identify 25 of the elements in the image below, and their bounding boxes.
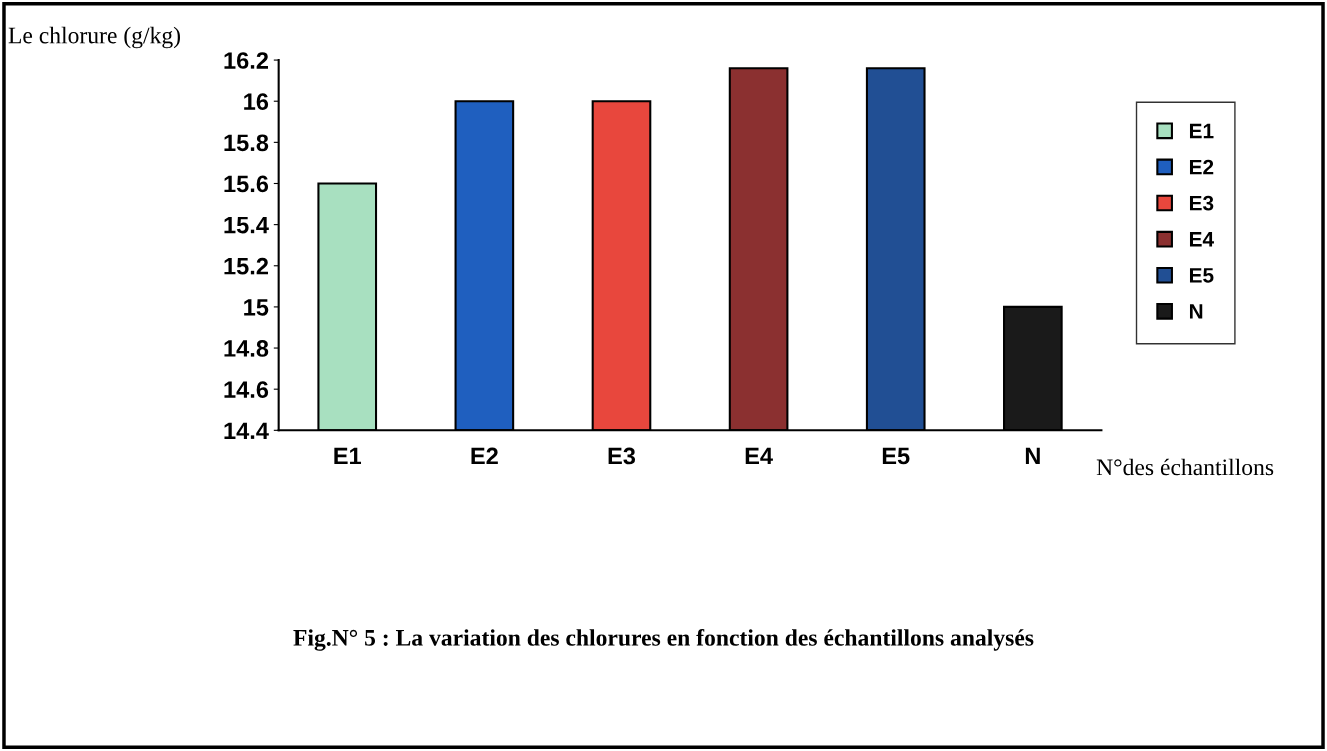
y-tick-label: 15.6	[224, 175, 269, 193]
x-tick-label: E1	[334, 447, 362, 465]
x-tick-label: E4	[745, 447, 773, 465]
y-tick-label: 15.8	[224, 134, 269, 152]
legend-label: E4	[1189, 232, 1214, 247]
legend-label: E1	[1189, 123, 1214, 139]
y-tick-label: 16	[244, 93, 269, 111]
x-tick-label: E2	[471, 447, 498, 465]
legend-label: E5	[1189, 268, 1214, 283]
y-tick-label: 16.2	[224, 52, 269, 69]
y-tick-label: 14.8	[224, 340, 269, 357]
text: Fig.N° 5 : La variation des chlorures en fonction des échantillons analysés	[293, 628, 1034, 651]
y-tick-label: 14.4	[224, 422, 269, 439]
y-axis-title: Le chlorure (g/kg)	[8, 26, 180, 49]
legend-label: E2	[1189, 159, 1214, 175]
x-tick-label: N	[1025, 447, 1040, 465]
y-tick-label: 15.4	[224, 216, 269, 234]
legend-label: N	[1189, 304, 1203, 319]
legend-label: E3	[1189, 195, 1214, 211]
x-tick-label: E3	[608, 447, 636, 465]
x-tick-label: E5	[882, 447, 910, 465]
x-axis-title: N°des échantillons	[1096, 458, 1274, 476]
y-tick-label: 14.6	[224, 381, 269, 398]
y-tick-label: 15	[244, 299, 269, 316]
y-tick-label: 15.2	[224, 257, 269, 275]
